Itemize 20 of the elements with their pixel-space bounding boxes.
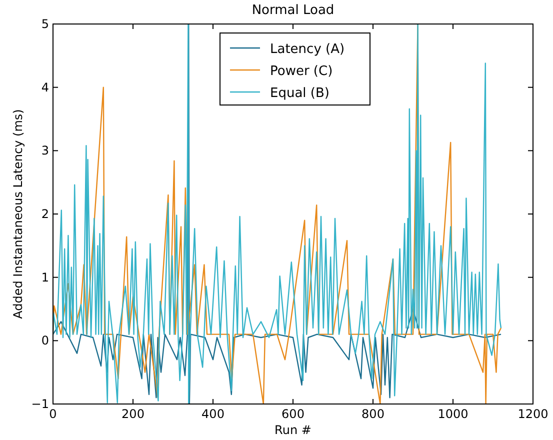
- x-tick-label: 800: [362, 407, 384, 421]
- line-series: [53, 24, 502, 404]
- legend-label: Equal (B): [270, 86, 330, 101]
- y-axis-title: Added Instantaneous Latency (ms): [11, 109, 25, 319]
- y-tick-label: 2: [41, 207, 49, 221]
- x-tick-label: 1000: [438, 407, 468, 421]
- chart-title: Normal Load: [252, 3, 334, 18]
- x-tick-label: 1200: [518, 407, 548, 421]
- x-axis-title: Run #: [274, 423, 312, 437]
- x-tick-label: 400: [202, 407, 224, 421]
- y-tick-label: 1: [41, 270, 49, 284]
- y-tick-label: −1: [31, 397, 49, 411]
- legend-label: Latency (A): [270, 42, 345, 57]
- y-tick-label: 5: [41, 17, 49, 31]
- y-tick-label: 4: [41, 80, 49, 94]
- y-tick-label: 3: [41, 144, 49, 158]
- x-tick-label: 200: [122, 407, 144, 421]
- x-tick-label: 600: [282, 407, 304, 421]
- y-tick-label: 0: [41, 334, 49, 348]
- legend-label: Power (C): [270, 64, 333, 79]
